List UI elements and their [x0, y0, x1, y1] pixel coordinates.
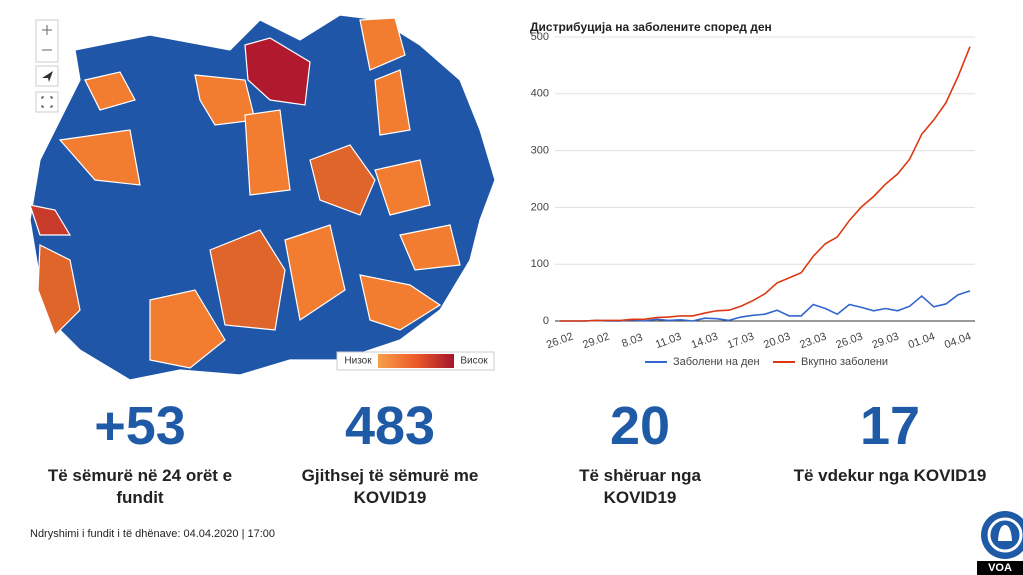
map-region — [209, 229, 286, 331]
y-tick-label: 100 — [531, 258, 549, 270]
x-tick-label: 01.04 — [907, 331, 937, 352]
stat: +53 Të sëmurë në 24 orët e fundit — [25, 395, 255, 509]
x-tick-label: 26.02 — [545, 331, 575, 352]
map-region — [374, 69, 411, 136]
line-chart: Дистрибуција на заболените според ден 01… — [530, 20, 975, 368]
y-tick-label: 500 — [531, 31, 549, 43]
y-tick-label: 0 — [543, 315, 549, 327]
x-tick-label: 29.02 — [581, 331, 611, 352]
map-region — [359, 17, 406, 71]
map-legend-gradient — [378, 354, 454, 368]
y-tick-label: 400 — [531, 88, 549, 100]
footer: Ndryshimi i fundit i të dhënave: 04.04.2… — [30, 528, 276, 540]
map-region — [58, 129, 141, 186]
x-tick-label: 11.03 — [654, 331, 683, 351]
stat: 17 Të vdekur nga KOVID19 — [775, 395, 1005, 487]
map-region — [309, 144, 376, 216]
line — [560, 46, 971, 322]
x-tick-label: 29.03 — [871, 331, 901, 352]
stat-value: +53 — [94, 396, 186, 456]
map-region — [359, 274, 442, 331]
map-region — [84, 71, 136, 111]
logo-ring — [987, 517, 1023, 553]
map-region — [244, 109, 291, 196]
legend-label: Заболени на ден — [673, 356, 760, 368]
stat-label: Të vdekur nga KOVID19 — [793, 466, 987, 485]
stat-label: Të shëruar nga KOVID19 — [579, 466, 701, 507]
fullscreen-icon — [41, 96, 53, 108]
x-tick-label: 20.03 — [762, 331, 792, 352]
fullscreen-button[interactable] — [35, 91, 59, 113]
x-tick-label: 17.03 — [726, 331, 756, 352]
map-region — [194, 74, 256, 126]
locate-icon — [42, 71, 53, 82]
map-region — [374, 159, 431, 216]
logo-bell — [998, 525, 1012, 541]
x-tick-label: 04.04 — [943, 331, 973, 352]
zoom-controls[interactable] — [35, 19, 59, 113]
chart-title: Дистрибуција на заболените според ден — [530, 20, 772, 34]
map: Низок Висок — [29, 14, 496, 381]
legend-high: Висок — [460, 356, 488, 367]
y-tick-label: 200 — [531, 201, 549, 213]
map-region — [244, 37, 311, 106]
x-tick-label: 26.03 — [834, 331, 864, 352]
logo[interactable]: VOA — [977, 511, 1023, 575]
stat-value: 483 — [344, 396, 436, 456]
x-tick-label: 8.03 — [620, 332, 644, 351]
stat-label: Të sëmurë në 24 orët e fundit — [47, 466, 233, 507]
legend-label: Вкупно заболени — [801, 356, 888, 368]
zoom-box[interactable] — [35, 19, 59, 63]
x-tick-label: 23.03 — [798, 331, 828, 352]
map-region — [149, 289, 226, 369]
line — [560, 290, 971, 322]
map-region — [37, 244, 81, 337]
map-region — [284, 224, 346, 322]
stat-value: 17 — [859, 396, 921, 456]
x-tick-label: 14.03 — [690, 331, 720, 352]
stat-label: Gjithsej të sëmurë me KOVID19 — [301, 466, 479, 507]
stat: 20 Të shëruar nga KOVID19 — [525, 395, 755, 509]
logo-text: VOA — [988, 562, 1012, 574]
y-tick-label: 300 — [531, 145, 549, 157]
stat: 483 Gjithsej të sëmurë me KOVID19 — [275, 395, 505, 509]
map-region — [29, 204, 72, 236]
map-region — [399, 224, 461, 271]
stat-value: 20 — [609, 396, 671, 456]
legend-low: Низок — [344, 356, 372, 367]
logo-bar — [977, 561, 1023, 575]
